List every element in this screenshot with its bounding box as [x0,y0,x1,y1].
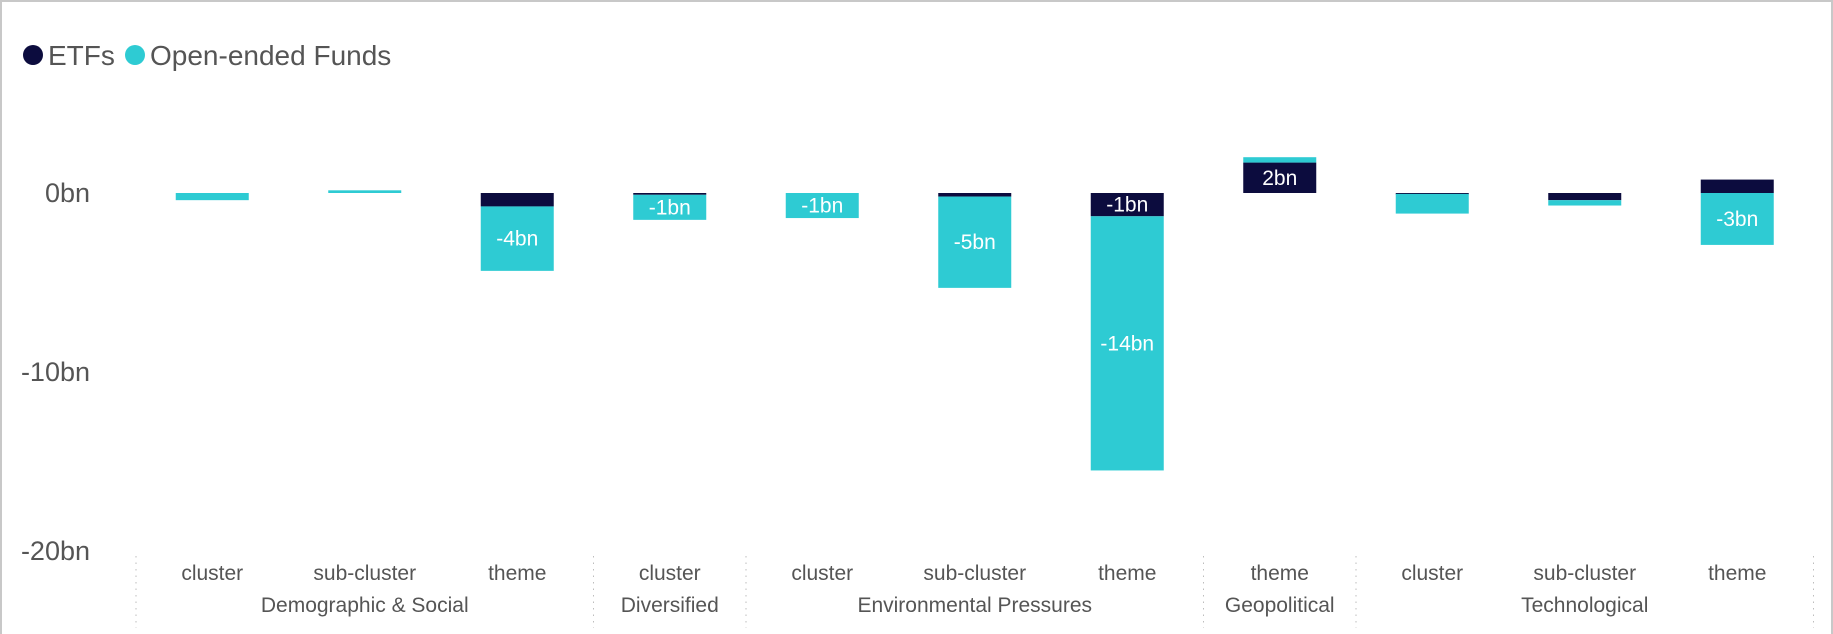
bar-etfs-6 [1090,193,1164,217]
x-group-label: Environmental Pressures [857,594,1092,617]
bar-open-ended-funds-4 [785,193,859,219]
legend-swatch-open-ended-funds [125,45,145,65]
x-category-label: sub-cluster [1533,562,1636,585]
data-label: -14bn [1100,332,1154,355]
x-category-label: sub-cluster [313,562,416,585]
bar-etfs-7 [1243,162,1317,193]
x-group-label: Demographic & Social [261,594,469,617]
bar-open-ended-funds-0 [175,193,249,201]
bar-etfs-10 [1700,179,1774,193]
data-label: -3bn [1716,208,1758,231]
bars [175,157,1774,471]
data-label: -5bn [954,231,996,254]
bar-etfs-5 [938,193,1012,197]
x-category-label: cluster [1401,562,1463,585]
x-category-label: theme [1708,562,1766,585]
x-category-label: theme [1098,562,1156,585]
x-category-label: sub-cluster [923,562,1026,585]
bar-etfs-8 [1395,193,1469,195]
x-category-label: cluster [181,562,243,585]
legend-label-etfs: ETFs [48,40,115,71]
bar-open-ended-funds-3 [633,194,707,220]
bar-open-ended-funds-1 [328,190,402,193]
data-label: -1bn [649,196,691,219]
bar-open-ended-funds-9 [1548,200,1622,206]
data-labels: -4bn -1bn -1bn -5bn -1bn -14bn 2bn -3bn [496,167,1758,356]
data-label: -4bn [496,228,538,251]
x-category-label: theme [488,562,546,585]
bar-open-ended-funds-5 [938,196,1012,288]
y-tick-label: -10bn [21,357,90,387]
data-label: 2bn [1262,167,1297,190]
bar-etfs-3 [633,193,707,195]
y-axis: 0bn -10bn -20bn [21,178,90,566]
bar-etfs-2 [480,193,554,207]
bar-open-ended-funds-10 [1700,193,1774,245]
x-category-label: cluster [639,562,701,585]
legend-label-open-ended-funds: Open-ended Funds [150,40,391,71]
bar-etfs-9 [1548,193,1622,201]
x-group-label: Diversified [621,594,719,617]
x-axis: cluster sub-cluster theme Demographic & Soc… [135,556,1814,628]
bar-open-ended-funds-2 [480,206,554,271]
x-category-label: cluster [791,562,853,585]
bar-open-ended-funds-7 [1243,157,1317,163]
x-group-label: Geopolitical [1225,594,1335,617]
legend: ETFs Open-ended Funds [23,40,391,71]
bar-open-ended-funds-8 [1395,193,1469,214]
x-category-label: theme [1251,562,1309,585]
data-label: -1bn [801,195,843,218]
data-label: -1bn [1106,194,1148,217]
legend-swatch-etfs [23,45,43,65]
x-group-label: Technological [1521,594,1648,617]
bar-open-ended-funds-6 [1090,216,1164,471]
y-tick-label: 0bn [45,178,90,208]
y-tick-label: -20bn [21,536,90,566]
